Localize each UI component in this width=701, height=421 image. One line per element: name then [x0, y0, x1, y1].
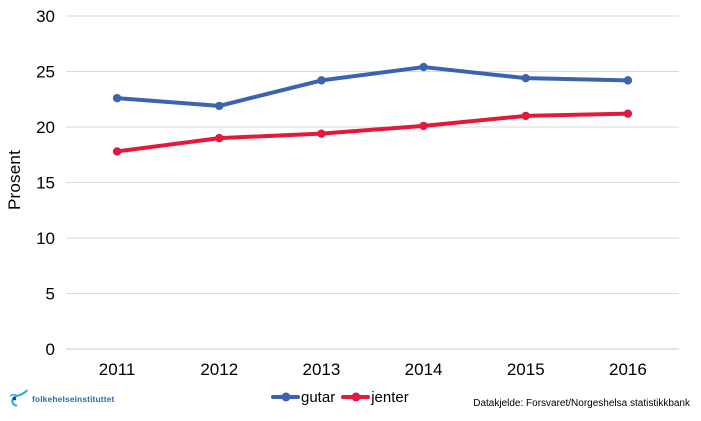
y-tick-label: 25 — [36, 63, 55, 82]
x-tick-label: 2014 — [405, 360, 443, 379]
data-point-jenter — [521, 111, 530, 121]
legend-item-jenter: jenter — [341, 389, 409, 406]
y-tick-label: 10 — [36, 229, 55, 248]
data-point-gutar — [112, 93, 122, 103]
fhi-swirl-icon — [9, 389, 28, 407]
legend: gutar jenter — [271, 388, 409, 406]
x-tick-label: 2013 — [303, 360, 341, 379]
x-tick-label: 2011 — [99, 360, 136, 379]
series-line-gutar — [115, 65, 630, 108]
y-tick-label: 20 — [36, 118, 55, 137]
gutar-line-swatch — [271, 392, 300, 402]
y-tick-label: 15 — [36, 174, 55, 193]
x-tick-label: 2016 — [609, 360, 647, 379]
legend-item-gutar: gutar — [271, 389, 335, 406]
fhi-logo: folkehelseinstituttet — [8, 388, 114, 409]
data-point-jenter — [623, 109, 633, 118]
data-point-jenter — [317, 129, 326, 138]
x-tick-label: 2012 — [200, 360, 238, 379]
legend-label-gutar: gutar — [301, 388, 336, 406]
gutar-marker-icon — [281, 392, 290, 402]
data-point-jenter — [419, 121, 428, 131]
y-tick-label: 30 — [36, 7, 55, 26]
data-point-gutar — [215, 101, 224, 111]
data-point-gutar — [623, 76, 633, 85]
data-point-gutar — [419, 62, 428, 72]
data-point-gutar — [521, 73, 530, 83]
series-line-jenter — [115, 111, 630, 154]
data-point-jenter — [112, 147, 122, 156]
jenter-line-swatch — [341, 392, 371, 402]
jenter-marker-icon — [351, 392, 361, 402]
x-tick-label: 2015 — [507, 360, 545, 379]
y-tick-label: 5 — [46, 285, 55, 304]
data-source-note: Datakjelde: Forsvaret/Norgeshelsa statis… — [473, 398, 690, 409]
fhi-logo-text: folkehelseinstituttet — [32, 393, 115, 404]
data-point-gutar — [317, 76, 326, 85]
legend-label-jenter: jenter — [371, 388, 409, 406]
data-point-jenter — [215, 133, 224, 143]
y-tick-label: 0 — [46, 340, 55, 359]
